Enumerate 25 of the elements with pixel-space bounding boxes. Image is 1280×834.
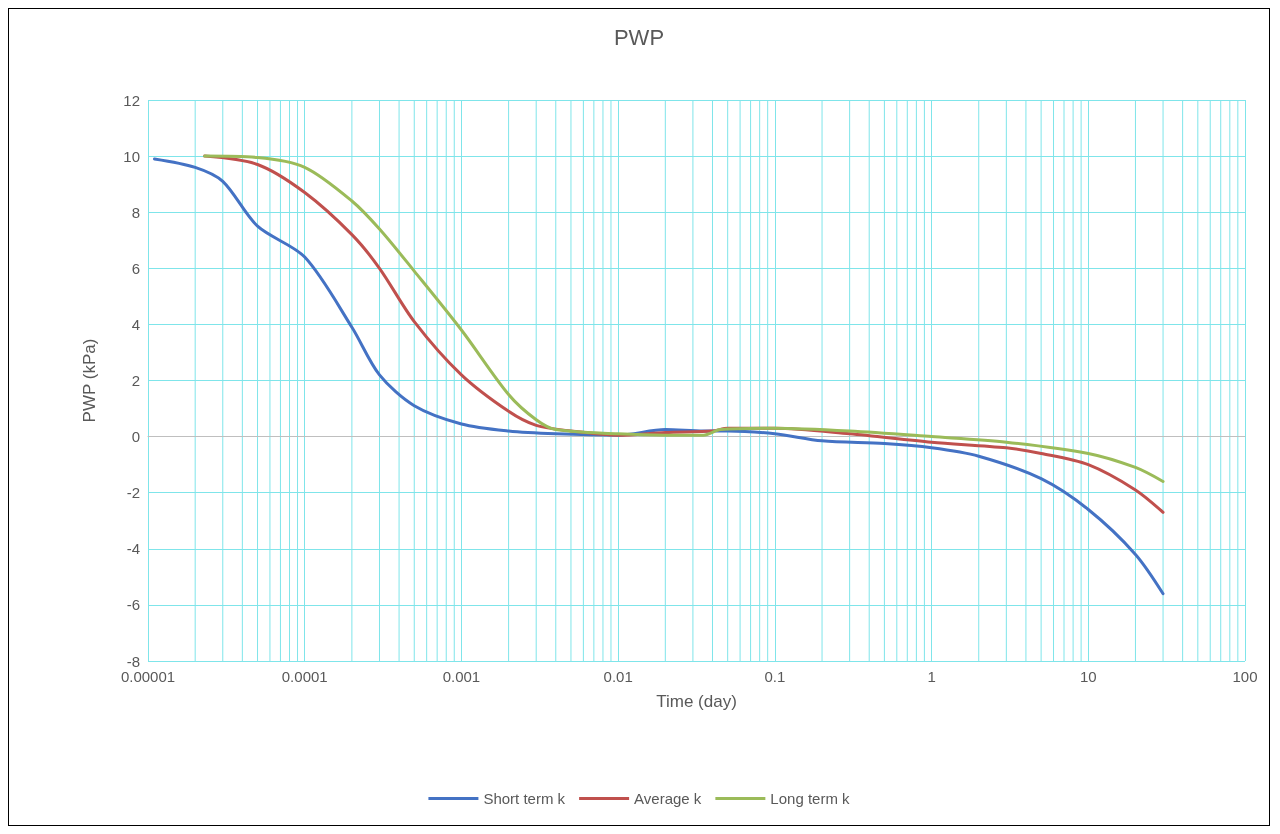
y-tick-label: -8: [126, 652, 140, 670]
x-tick-label: 0.0001: [281, 668, 328, 685]
x-tick-label: 1: [927, 668, 936, 685]
y-tick-label: 6: [131, 259, 140, 277]
y-tick-label: 12: [123, 91, 140, 109]
chart-title: PWP: [613, 24, 665, 50]
x-tick-label: 0.00001: [120, 668, 176, 685]
y-tick-label: 0: [131, 428, 140, 446]
x-tick-label: 10: [1079, 668, 1097, 685]
y-tick-label: 8: [131, 203, 140, 221]
legend-label: Short term k: [483, 790, 566, 807]
x-tick-label: 0.001: [442, 668, 481, 685]
x-tick-label: 100: [1232, 668, 1258, 685]
x-axis-title: Time (day): [656, 692, 737, 711]
y-tick-label: -2: [126, 484, 140, 502]
y-tick-label: 2: [131, 372, 140, 389]
y-tick-label: -4: [126, 540, 140, 558]
legend-label: Average k: [634, 790, 702, 807]
legend-label: Long term k: [770, 790, 851, 807]
y-tick-label: 4: [131, 315, 140, 333]
y-tick-label: -6: [126, 596, 140, 614]
x-tick-label: 0.1: [764, 668, 786, 685]
y-tick-label: 10: [123, 147, 140, 165]
y-axis-title: PWP (kPa): [80, 338, 99, 423]
x-tick-label: 0.01: [603, 668, 633, 685]
